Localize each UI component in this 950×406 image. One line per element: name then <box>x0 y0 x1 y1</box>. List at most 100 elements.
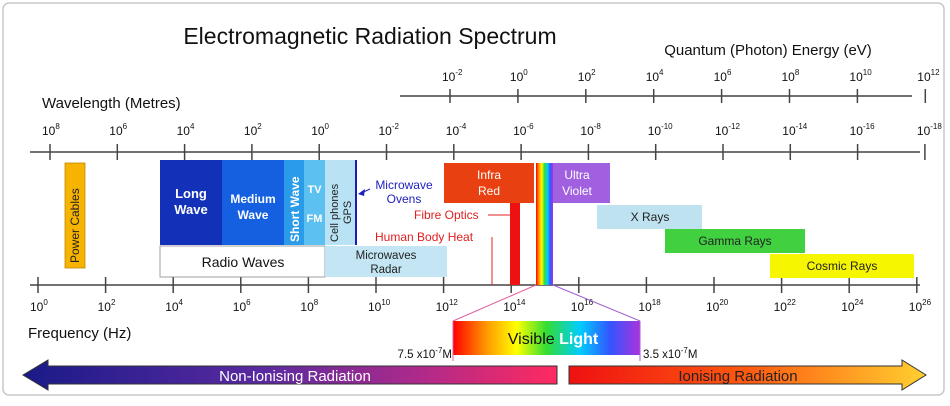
energy-axis-tick-label: 104 <box>646 68 664 84</box>
medium-wave-label-line1: Medium <box>230 192 275 206</box>
wavelength-axis-tick-label: 10-14 <box>782 122 807 138</box>
tick-base: 10 <box>917 124 931 138</box>
microwaves-radar-band <box>325 246 447 277</box>
tick-exponent: 10 <box>863 68 872 77</box>
visible-expansion-left <box>452 284 537 322</box>
tick-base: 10 <box>714 70 728 84</box>
power-cables-band <box>64 162 86 269</box>
frequency-axis-label: Frequency (Hz) <box>28 325 131 342</box>
energy-axis-tick-label: 108 <box>782 68 800 84</box>
tick-base: 10 <box>42 124 56 138</box>
fm-label: FM <box>307 213 323 225</box>
radio-waves-label: Radio Waves <box>202 254 285 270</box>
power-cables-label: Power Cables <box>68 188 82 263</box>
visible-light-label-part1: Visible <box>508 331 559 348</box>
gps-label: GPS <box>342 201 354 224</box>
tick-base: 10 <box>782 124 796 138</box>
wavelength-axis-tick-label: 104 <box>177 122 195 138</box>
microwave-ovens-arrowhead <box>358 189 365 196</box>
frequency-axis-tick-label: 1012 <box>436 298 459 314</box>
short-wave-label: Short Wave <box>288 176 302 242</box>
tick-base: 10 <box>849 70 863 84</box>
long-wave-label-line1: Long <box>175 186 207 201</box>
wavelength-axis-tick-label: 100 <box>311 122 329 138</box>
tick-exponent: 6 <box>246 298 251 307</box>
wavelength-axis-tick-label: 10-16 <box>850 122 875 138</box>
wavelength-axis-tick-label: 108 <box>42 122 60 138</box>
medium-wave-label-line2: Wave <box>238 208 269 222</box>
tick-exponent: -14 <box>796 122 808 131</box>
frequency-axis-tick-label: 108 <box>300 298 318 314</box>
wavelength-axis-tick-label: 106 <box>109 122 127 138</box>
tick-base: 10 <box>368 300 382 314</box>
tick-exponent: -4 <box>459 122 467 131</box>
tick-base: 10 <box>300 300 314 314</box>
tick-exponent: 8 <box>55 122 60 131</box>
visible-left-unit: M <box>442 349 452 361</box>
tick-base: 10 <box>850 124 864 138</box>
non-ionising-arrow <box>22 359 558 391</box>
gamma-rays-band <box>665 229 805 253</box>
visible-right-unit: M <box>688 349 698 361</box>
gamma-rays-label: Gamma Rays <box>698 234 771 248</box>
tick-exponent: 22 <box>787 298 796 307</box>
human-body-heat-label: Human Body Heat <box>375 230 474 244</box>
tick-exponent: -6 <box>526 122 534 131</box>
tick-exponent: -2 <box>455 68 463 77</box>
infra-red-label-line2: Red <box>478 184 500 198</box>
frequency-axis-tick-label: 106 <box>233 298 251 314</box>
tick-exponent: 8 <box>314 298 319 307</box>
frequency-axis-tick-label: 102 <box>98 298 116 314</box>
x-rays-band <box>597 205 702 229</box>
wavelength-axis-tick-label: 10-18 <box>917 122 942 138</box>
energy-axis-tick-label: 1012 <box>917 68 940 84</box>
tick-base: 10 <box>436 300 450 314</box>
tick-base: 10 <box>648 124 662 138</box>
energy-axis-tick-label: 102 <box>578 68 596 84</box>
wavelength-axis-tick-label: 10-8 <box>580 122 601 138</box>
cosmic-rays-label: Cosmic Rays <box>807 259 878 273</box>
tick-exponent: 2 <box>111 298 116 307</box>
tick-base: 10 <box>177 124 191 138</box>
tick-exponent: 2 <box>257 122 262 131</box>
tick-base: 10 <box>646 70 660 84</box>
non-ionising-label: Non-Ionising Radiation <box>219 368 371 385</box>
energy-axis-tick-label: 106 <box>714 68 732 84</box>
tick-base: 10 <box>715 124 729 138</box>
wavelength-axis-tick-label: 10-6 <box>513 122 534 138</box>
long-wave-band <box>160 160 222 245</box>
tick-exponent: 4 <box>190 122 195 131</box>
tick-exponent: 12 <box>449 298 458 307</box>
microwaves-radar-label-line2: Radar <box>370 264 401 276</box>
frequency-axis-tick-label: 1024 <box>841 298 864 314</box>
ultra-violet-band <box>553 163 610 203</box>
tick-base: 10 <box>244 124 258 138</box>
x-rays-label: X Rays <box>631 210 670 224</box>
frequency-axis-ticks: 100 102 104 106 108 1010 1012 1014 1016 1018 1020 1… <box>30 277 932 314</box>
frequency-axis-tick-label: 1022 <box>774 298 797 314</box>
medium-wave-band <box>222 160 284 245</box>
infra-red-band <box>444 163 534 203</box>
tick-exponent: 16 <box>584 298 593 307</box>
tv-fm-band <box>304 160 325 245</box>
tick-exponent: -16 <box>863 122 875 131</box>
tick-exponent: -10 <box>661 122 673 131</box>
tick-exponent: 14 <box>517 298 526 307</box>
tick-exponent: 12 <box>931 68 940 77</box>
wavelength-axis-label: Wavelength (Metres) <box>42 95 181 112</box>
infra-red-label-line1: Infra <box>477 168 501 182</box>
fibre-optics-label: Fibre Optics <box>414 208 479 222</box>
tick-base: 10 <box>841 300 855 314</box>
tick-exponent: 20 <box>719 298 728 307</box>
wavelength-axis-tick-label: 10-10 <box>648 122 673 138</box>
ultra-violet-label-line2: Violet <box>562 184 592 198</box>
tick-exponent: 0 <box>325 122 330 131</box>
visible-right-value: 3.5 x10 <box>643 349 681 361</box>
microwave-ovens-label-line1: Microwave <box>375 178 433 192</box>
diagram-title: Electromagnetic Radiation Spectrum <box>183 23 556 49</box>
tv-label: TV <box>307 184 322 196</box>
frequency-axis-tick-label: 1026 <box>909 298 932 314</box>
tick-exponent: 4 <box>659 68 664 77</box>
short-wave-band <box>284 160 304 245</box>
